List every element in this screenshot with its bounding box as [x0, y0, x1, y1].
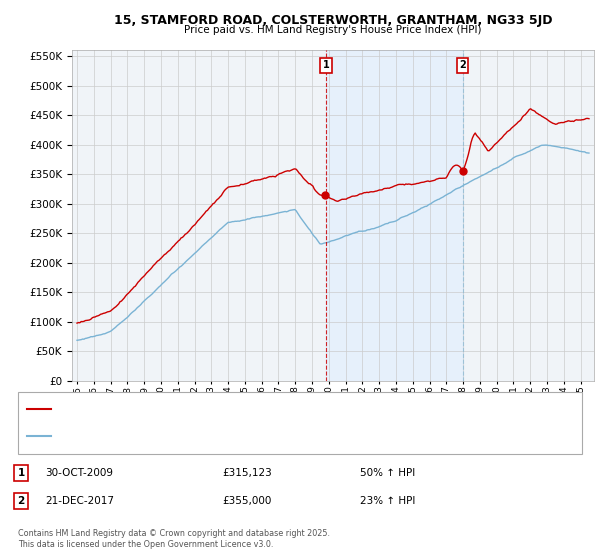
Text: HPI: Average price, detached house, South Kesteven: HPI: Average price, detached house, Sout…: [55, 432, 305, 441]
Text: Price paid vs. HM Land Registry's House Price Index (HPI): Price paid vs. HM Land Registry's House …: [184, 25, 482, 35]
Bar: [326, 50, 463, 381]
Text: 1: 1: [323, 60, 329, 71]
Text: Contains HM Land Registry data © Crown copyright and database right 2025.
This d: Contains HM Land Registry data © Crown c…: [18, 529, 330, 549]
Text: 15, STAMFORD ROAD, COLSTERWORTH, GRANTHAM, NG33 5JD: 15, STAMFORD ROAD, COLSTERWORTH, GRANTHA…: [114, 14, 552, 27]
Text: £315,123: £315,123: [222, 468, 272, 478]
Text: £355,000: £355,000: [222, 496, 271, 506]
Text: 23% ↑ HPI: 23% ↑ HPI: [360, 496, 415, 506]
Text: 2: 2: [17, 496, 25, 506]
Text: 21-DEC-2017: 21-DEC-2017: [45, 496, 114, 506]
Text: 15, STAMFORD ROAD, COLSTERWORTH, GRANTHAM, NG33 5JD (detached house): 15, STAMFORD ROAD, COLSTERWORTH, GRANTHA…: [55, 405, 439, 414]
Text: 50% ↑ HPI: 50% ↑ HPI: [360, 468, 415, 478]
Text: 1: 1: [17, 468, 25, 478]
Text: 30-OCT-2009: 30-OCT-2009: [45, 468, 113, 478]
Text: 2: 2: [459, 60, 466, 71]
